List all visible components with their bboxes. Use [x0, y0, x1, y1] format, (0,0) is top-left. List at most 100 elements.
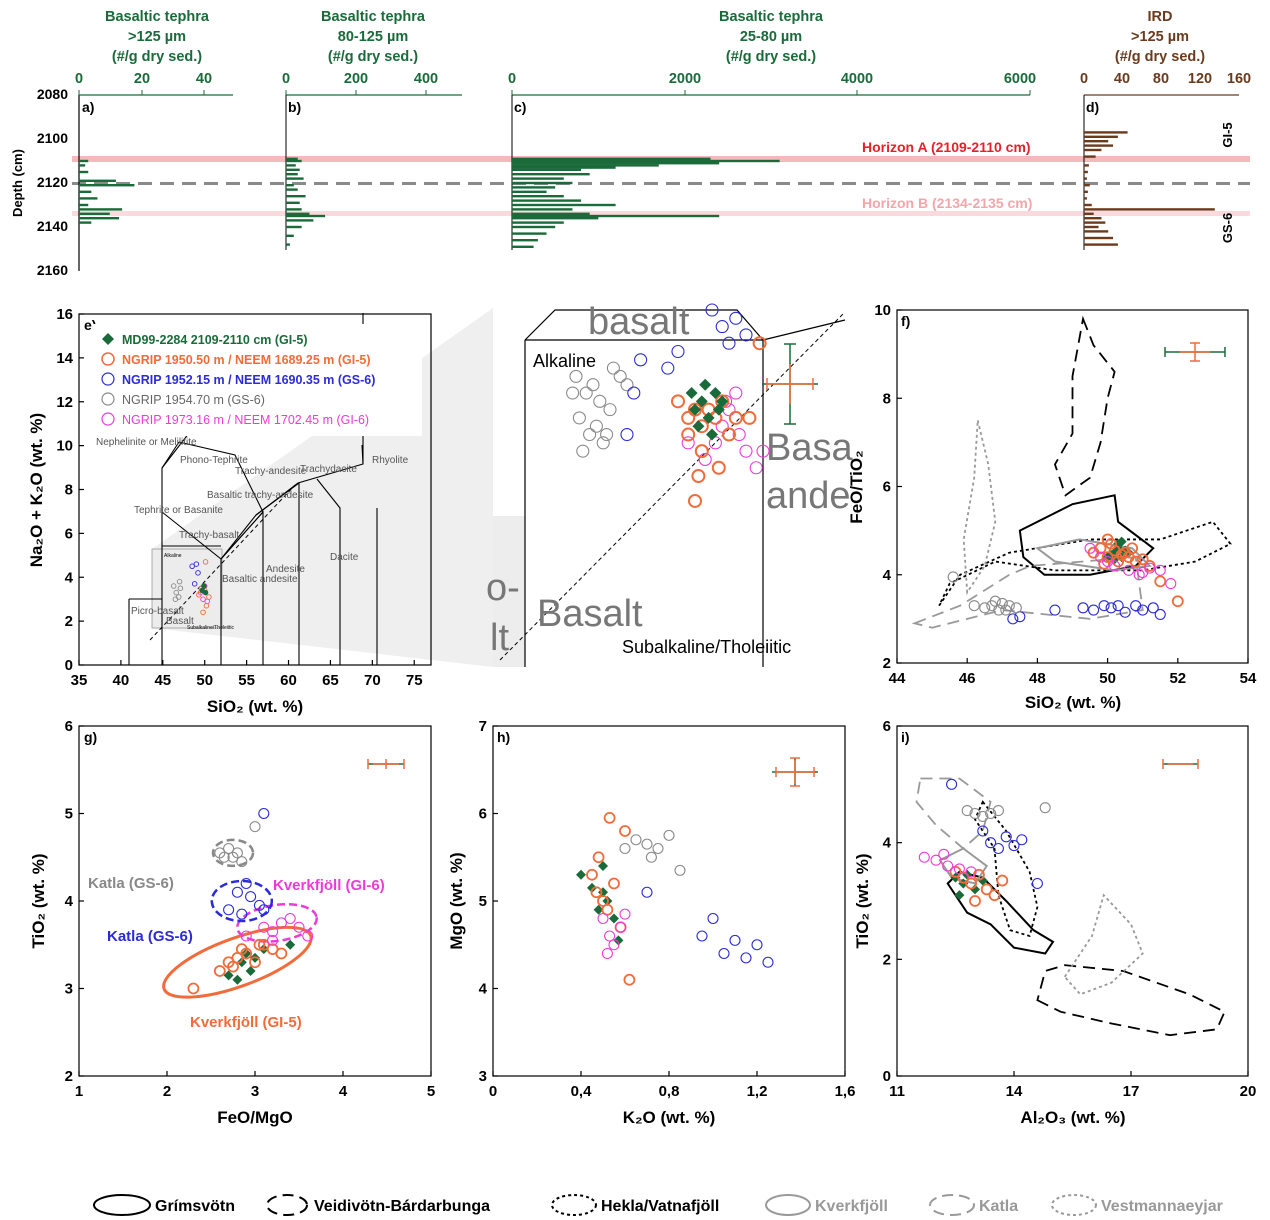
data-point: [977, 825, 989, 837]
data-point: [258, 807, 270, 820]
data-point: [946, 778, 958, 790]
panel-h-ticks: 0 0,4 0,8 1,2 1,6 3 4 5 6 7: [479, 718, 856, 1100]
kverkfjoll-field: [938, 847, 989, 885]
data-point: [715, 320, 729, 334]
data-point: [627, 386, 641, 400]
data-point: [176, 578, 183, 585]
vestmannaeyjar-field: [1063, 893, 1144, 996]
panel-a-tick: 20: [134, 71, 150, 87]
depth-bar: [512, 190, 547, 193]
data-point: [576, 444, 590, 458]
data-point: [623, 973, 636, 986]
data-point: [593, 394, 607, 408]
panel-d-tick: 160: [1227, 71, 1251, 87]
data-point: [579, 386, 593, 400]
x-tick-label: 52: [1169, 670, 1186, 687]
y-tick-label: 14: [56, 350, 73, 367]
x-tick-label: 17: [1123, 1083, 1140, 1100]
data-point: [740, 952, 752, 964]
data-point: [961, 805, 973, 817]
data-point: [681, 436, 695, 450]
data-point: [200, 609, 206, 616]
y-tick-label: 2: [883, 951, 891, 968]
panel-g-error-bars: [367, 759, 405, 769]
gs6-label: GS-6: [1220, 213, 1235, 243]
data-point: [977, 875, 988, 886]
data-point: [200, 596, 206, 602]
depth-bar: [1084, 217, 1102, 220]
data-point: [566, 386, 580, 400]
zoom-points: [566, 303, 770, 508]
data-point: [705, 303, 719, 317]
depth-bar: [79, 197, 98, 200]
data-point: [598, 861, 608, 871]
data-point: [608, 939, 620, 951]
data-point: [1000, 831, 1012, 843]
data-point: [227, 851, 239, 863]
depth-bar: [512, 159, 780, 163]
depth-bar: [79, 184, 135, 187]
data-point: [253, 938, 266, 951]
tas-field-label: Phono-Tephrite: [180, 455, 248, 466]
panel-b-title-3: (#/g dry sed.): [328, 49, 418, 65]
data-point: [249, 821, 261, 833]
depth-bar: [79, 212, 110, 215]
x-tick-label: 55: [238, 672, 255, 689]
panel-c: Basaltic tephra 25-80 µm (#/g dry sed.) …: [508, 9, 1036, 250]
tas-field-label: Rhyolite: [372, 455, 409, 466]
y-tick-label: 6: [65, 718, 73, 735]
depth-bar: [79, 221, 92, 224]
data-point: [604, 930, 616, 942]
data-point: [694, 444, 709, 459]
panel-g-fields: [162, 838, 318, 999]
data-point: [645, 851, 657, 863]
depth-axis-label: Depth (cm): [10, 149, 25, 217]
tas-field-labels: Nephelinite or Melilitite Phono-Tephrite…: [96, 437, 409, 631]
panel-h-error-bars: [772, 757, 818, 787]
data-point: [196, 592, 202, 598]
data-point: [603, 403, 617, 417]
data-point: [979, 602, 991, 614]
depth-bar: [286, 157, 298, 160]
panel-e-y-label: Na₂O + K₂O (wt. %): [27, 413, 46, 567]
legend-marker-circle: [101, 392, 115, 406]
data-point: [235, 943, 248, 956]
depth-tick: 2080: [37, 86, 68, 102]
data-point: [275, 947, 288, 960]
depth-bar: [512, 232, 547, 235]
depth-bar: [512, 212, 590, 215]
y-tick-label: 0: [883, 1068, 891, 1085]
data-point: [241, 948, 252, 959]
depth-bar: [1084, 190, 1088, 193]
data-point: [986, 600, 998, 612]
x-tick-label: 0: [489, 1083, 497, 1100]
data-point: [214, 847, 226, 859]
depth-bar: [286, 173, 298, 176]
panel-e-zoom-box: [151, 548, 223, 629]
depth-bar: [286, 188, 298, 191]
tas-mini-points: [170, 559, 212, 616]
depth-bar: [512, 217, 599, 220]
y-tick-label: 10: [874, 302, 891, 319]
depth-bar: [79, 159, 89, 163]
x-tick-label: 48: [1029, 670, 1046, 687]
depth-bar: [286, 195, 306, 198]
depth-bar: [79, 164, 86, 167]
zoom-grey-block: [493, 516, 525, 667]
panel-h-points: [576, 811, 774, 986]
data-point: [671, 394, 685, 409]
vestmannaeyjar-field: [962, 420, 997, 596]
zoom-divide-line: [499, 311, 846, 661]
katla-blue-field: [210, 879, 274, 923]
panel-e-x-label: SiO₂ (wt. %): [207, 697, 303, 716]
data-point: [302, 930, 314, 942]
data-point: [1000, 604, 1012, 616]
legend-marker-circle: [101, 412, 115, 426]
kverkfjoll-gi5-label: Kverkfjöll (GI-5): [190, 1014, 302, 1031]
katla-field: [915, 777, 992, 850]
y-tick-label: 3: [65, 981, 73, 998]
depth-bar: [1084, 243, 1118, 246]
panel-h-x-label: K₂O (wt. %): [623, 1108, 716, 1127]
data-point: [223, 842, 235, 855]
